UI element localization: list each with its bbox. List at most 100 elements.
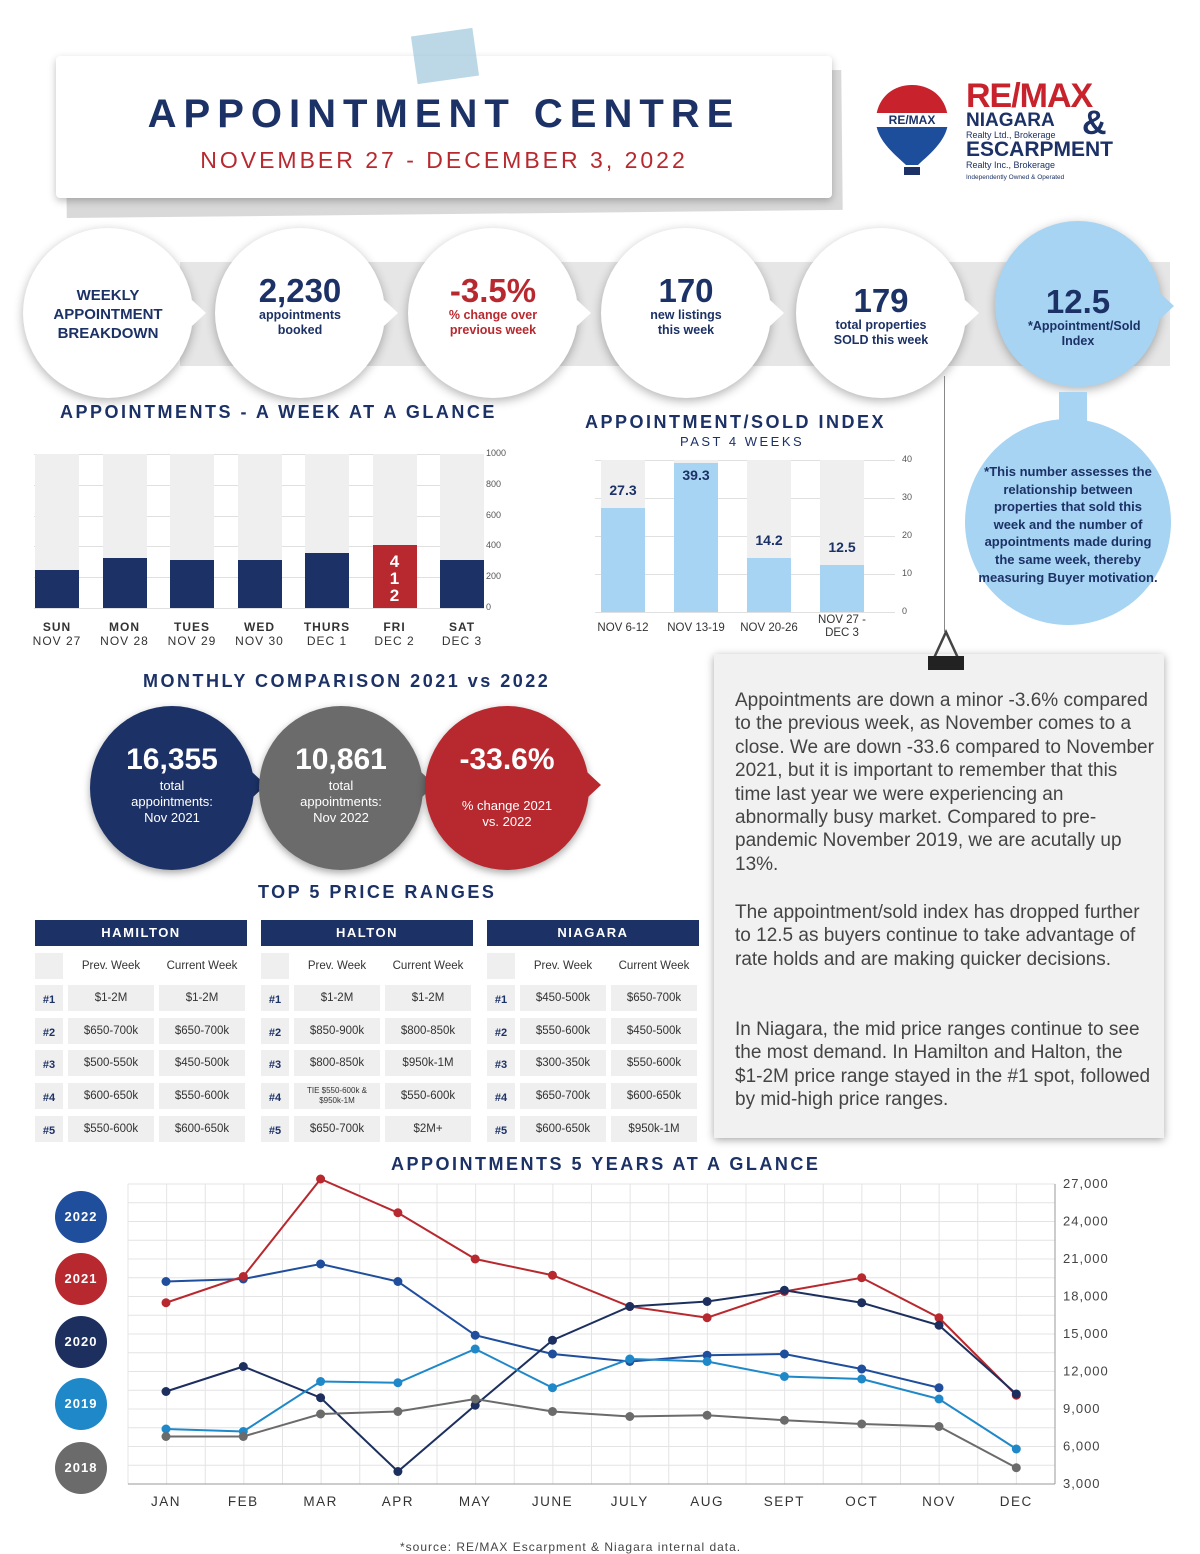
current-week-cell: $550-600k: [159, 1082, 245, 1109]
price-table-row: #2 $550-600k $450-500k: [487, 1017, 699, 1044]
legend-2021: 2021: [55, 1253, 107, 1305]
week-y-tick: 200: [486, 571, 502, 582]
week-y-tick: 800: [486, 478, 502, 489]
commentary-paragraph-1: Appointments are down a minor -3.6% comp…: [735, 690, 1154, 875]
prev-week-cell: $800-850k: [294, 1050, 380, 1077]
logo-independent: Independently Owned & Operated: [966, 174, 1065, 181]
line-x-tick: FEB: [228, 1494, 259, 1509]
price-table-row: #3 $500-550k $450-500k: [35, 1050, 247, 1077]
week-day-label: TUES NOV 29: [157, 620, 227, 648]
series-point-2020: [548, 1335, 557, 1345]
price-table-row: #1 $450-500k $650-700k: [487, 985, 699, 1012]
week-day-date: DEC 3: [441, 634, 483, 648]
line-y-tick: 21,000: [1063, 1251, 1109, 1266]
rank-cell: #1: [487, 985, 515, 1012]
week-day-label: SAT DEC 3: [427, 620, 497, 648]
series-point-2019: [316, 1377, 326, 1386]
index-x-label: NOV 20-26: [740, 622, 798, 634]
legend-2020: 2020: [55, 1316, 107, 1368]
price-table-row: #2 $650-700k $650-700k: [35, 1017, 247, 1044]
line-x-tick: JUNE: [532, 1494, 573, 1509]
series-point-2021: [161, 1298, 171, 1308]
series-point-2021: [934, 1313, 944, 1323]
line-x-tick: OCT: [845, 1494, 878, 1509]
series-point-2020: [316, 1393, 326, 1403]
change-circle: -3.5% % change over previous week: [408, 228, 591, 398]
line-x-tick: MAY: [459, 1494, 492, 1509]
booked-caption: appointments booked: [259, 308, 341, 337]
price-table-halton: HALTON Prev. Week Current Week #1 $1-2M $1-2M…: [261, 920, 473, 1142]
series-point-2022: [548, 1349, 557, 1359]
rank-cell: #2: [261, 1017, 289, 1044]
rank-cell: #3: [35, 1050, 63, 1077]
index-gridline: [595, 498, 895, 499]
week-day-name: MON: [109, 620, 140, 634]
series-line-2019: [165, 1347, 1017, 1450]
rank-cell: #5: [487, 1115, 515, 1142]
sold-circle: 179 total properties SOLD this week: [796, 228, 979, 398]
series-point-2021: [857, 1273, 867, 1283]
week-bar-sat: [440, 559, 484, 608]
index-bar: [820, 564, 864, 612]
week-chart-title: APPOINTMENTS - A WEEK AT A GLANCE: [60, 402, 497, 422]
week-y-tick: 400: [486, 540, 502, 551]
line-x-tick: JULY: [611, 1494, 649, 1509]
index-y-tick: 40: [902, 454, 913, 464]
monthly-2021-value: 16,355: [126, 743, 218, 776]
rank-cell: #3: [261, 1050, 289, 1077]
series-point-2018: [316, 1409, 326, 1419]
series-point-2019: [161, 1424, 171, 1434]
sold-value: 179: [853, 282, 909, 319]
index-bar-label: 39.3: [682, 466, 710, 483]
listings-caption: new listings this week: [650, 308, 722, 337]
series-point-2019: [548, 1383, 557, 1393]
index-chart-subtitle: PAST 4 WEEKS: [680, 434, 805, 449]
price-table-niagara: NIAGARA Prev. Week Current Week #1 $450-500k…: [487, 920, 699, 1142]
series-point-2020: [702, 1297, 712, 1306]
line-y-tick: 9,000: [1063, 1401, 1101, 1416]
legend-2022: 2022: [55, 1191, 107, 1243]
week-day-label: SUN NOV 27: [22, 620, 92, 648]
price-table-column-headers: Prev. Week Current Week: [261, 952, 473, 979]
source-note: *source: RE/MAX Escarpment & Niagara int…: [400, 1540, 742, 1554]
column-prev-week: Prev. Week: [68, 952, 154, 979]
series-point-2020: [393, 1467, 403, 1476]
series-point-2018: [161, 1432, 171, 1441]
series-point-2022: [779, 1349, 789, 1359]
index-gridline: [595, 536, 895, 537]
line-x-tick: SEPT: [764, 1494, 805, 1509]
week-bar-thurs: [305, 552, 349, 608]
price-table-row: #1 $1-2M $1-2M: [261, 985, 473, 1012]
current-week-cell: $2M+: [385, 1115, 471, 1142]
balloon-text: RE/MAX: [889, 113, 936, 127]
rank-cell: #5: [261, 1115, 289, 1142]
series-point-2020: [1011, 1389, 1021, 1399]
prev-week-cell: $450-500k: [520, 985, 606, 1012]
series-point-2020: [625, 1302, 635, 1311]
booked-value: 2,230: [258, 272, 342, 309]
price-table-column-headers: Prev. Week Current Week: [35, 952, 247, 979]
prev-week-cell: $600-650k: [68, 1082, 154, 1109]
rank-cell: #4: [35, 1082, 63, 1109]
monthly-title: MONTHLY COMPARISON 2021 vs 2022: [143, 671, 551, 691]
weekly-breakdown-label: WEEKLY APPOINTMENT BREAKDOWN: [53, 287, 163, 342]
series-line-2018: [166, 1397, 1017, 1469]
series-point-2021: [548, 1270, 557, 1280]
series-point-2018: [702, 1410, 712, 1420]
price-table-row: #5 $650-700k $2M+: [261, 1115, 473, 1142]
line-y-tick: 15,000: [1063, 1326, 1109, 1341]
week-bar-track: [237, 454, 282, 608]
week-day-label: MON NOV 28: [90, 620, 160, 648]
series-point-2019: [702, 1357, 712, 1366]
monthly-2021-circle: 16,355 total appointments: Nov 2021: [90, 706, 266, 870]
commentary-box: [714, 654, 1164, 1138]
line-x-tick: MAR: [303, 1494, 338, 1509]
week-day-name: WED: [244, 620, 275, 634]
index-value: 12.5: [1045, 283, 1111, 320]
series-point-2021: [470, 1254, 480, 1264]
rank-cell: #2: [487, 1017, 515, 1044]
line-chart: 27,000 24,000 21,000 18,000 15,000 12,000 9,00…: [127, 1174, 1109, 1509]
legend-2018: 2018: [55, 1442, 107, 1494]
column-prev-week: Prev. Week: [294, 952, 380, 979]
